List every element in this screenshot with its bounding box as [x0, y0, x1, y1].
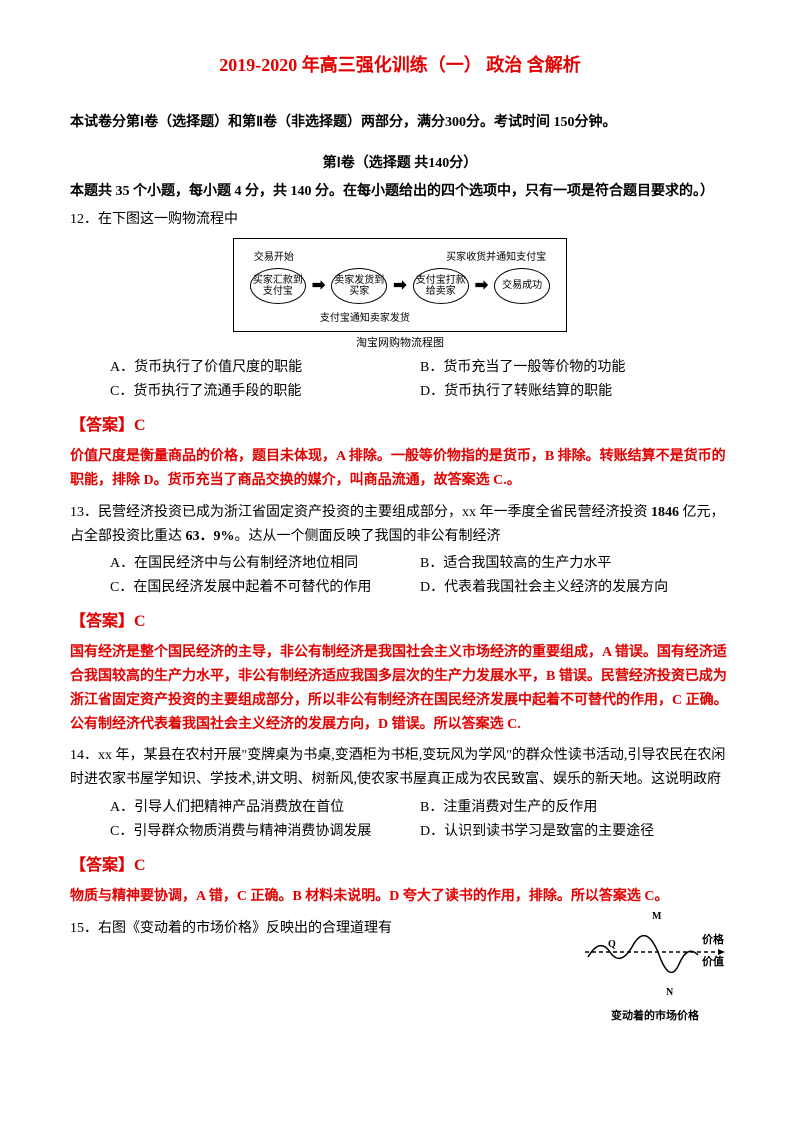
wave-label-q: Q	[608, 939, 616, 950]
flow-node-2: 卖家发货到买家	[331, 268, 387, 304]
q12-option-c: C．货币执行了流通手段的职能	[110, 380, 420, 404]
q13-option-b: B．适合我国较高的生产力水平	[420, 552, 730, 576]
section-1-header: 第Ⅰ卷（选择题 共140分）	[70, 152, 730, 176]
q14-option-b: B．注重消费对生产的反作用	[420, 796, 730, 820]
q14-option-a: A．引导人们把精神产品消费放在首位	[110, 796, 420, 820]
q12-stem: 12．在下图这一购物流程中	[70, 208, 730, 232]
q12-option-d: D．货币执行了转账结算的职能	[420, 380, 730, 404]
q13-options: A．在国民经济中与公有制经济地位相同 B．适合我国较高的生产力水平 C．在国民经…	[70, 552, 730, 600]
flow-label-mid: 支付宝通知卖家发货	[250, 310, 550, 327]
flow-node-1: 买家汇款到支付宝	[250, 268, 306, 304]
exam-info: 本试卷分第Ⅰ卷（选择题）和第Ⅱ卷（非选择题）两部分，满分300分。考试时间 15…	[70, 111, 730, 135]
q13-answer: 【答案】C	[70, 608, 730, 635]
wave-caption: 变动着的市场价格	[580, 1007, 730, 1026]
flow-node-4: 交易成功	[494, 268, 550, 304]
q13-stem: 13．民营经济投资已成为浙江省固定资产投资的主要组成部分，xx 年一季度全省民营…	[70, 501, 730, 549]
q12-answer: 【答案】C	[70, 412, 730, 439]
q13-explanation: 国有经济是整个国民经济的主导，非公有制经济是我国社会主义市场经济的重要组成，A …	[70, 641, 730, 736]
wave-label-m: M	[652, 911, 662, 922]
q15-wave-figure: M N Q 价格 价值 变动着的市场价格	[580, 907, 730, 1026]
wave-label-price: 价格	[702, 932, 725, 946]
q13-option-a: A．在国民经济中与公有制经济地位相同	[110, 552, 420, 576]
arrow-icon: ➡	[312, 272, 325, 299]
q13-option-c: C．在国民经济发展中起着不可替代的作用	[110, 576, 420, 600]
q14-option-d: D．认识到读书学习是致富的主要途径	[420, 820, 730, 844]
wave-label-value: 价值	[702, 954, 724, 968]
flow-caption: 淘宝网购物流程图	[70, 334, 730, 353]
flow-node-3: 支付宝打款给卖家	[413, 268, 469, 304]
q12-option-a: A．货币执行了价值尺度的职能	[110, 356, 420, 380]
q14-stem: 14．xx 年，某县在农村开展"变牌桌为书桌,变酒柜为书柜,变玩风为学风"的群众…	[70, 744, 730, 792]
q12-explanation: 价值尺度是衡量商品的价格，题目未体现，A 排除。一般等价物指的是货币，B 排除。…	[70, 445, 730, 493]
arrow-icon: ➡	[475, 272, 488, 299]
flow-label-top-right: 买家收货并通知支付宝	[446, 249, 546, 266]
exam-title: 2019-2020 年高三强化训练（一） 政治 含解析	[70, 50, 730, 81]
q12-options: A．货币执行了价值尺度的职能 B．货币充当了一般等价物的功能 C．货币执行了流通…	[70, 356, 730, 404]
q14-options: A．引导人们把精神产品消费放在首位 B．注重消费对生产的反作用 C．引导群众物质…	[70, 796, 730, 844]
q14-answer: 【答案】C	[70, 852, 730, 879]
arrow-icon: ➡	[393, 272, 406, 299]
flow-label-top-left: 交易开始	[254, 249, 294, 266]
q14-option-c: C．引导群众物质消费与精神消费协调发展	[110, 820, 420, 844]
section-1-instruction: 本题共 35 个小题，每小题 4 分，共 140 分。在每小题给出的四个选项中，…	[70, 180, 730, 204]
q12-option-b: B．货币充当了一般等价物的功能	[420, 356, 730, 380]
q14-explanation: 物质与精神要协调，A 错，C 正确。B 材料未说明。D 夸大了读书的作用，排除。…	[70, 885, 730, 909]
q12-flow-diagram: 交易开始 买家收货并通知支付宝 买家汇款到支付宝 ➡ 卖家发货到买家 ➡ 支付宝…	[70, 238, 730, 353]
q13-option-d: D．代表着我国社会主义经济的发展方向	[420, 576, 730, 600]
wave-label-n: N	[666, 987, 674, 997]
